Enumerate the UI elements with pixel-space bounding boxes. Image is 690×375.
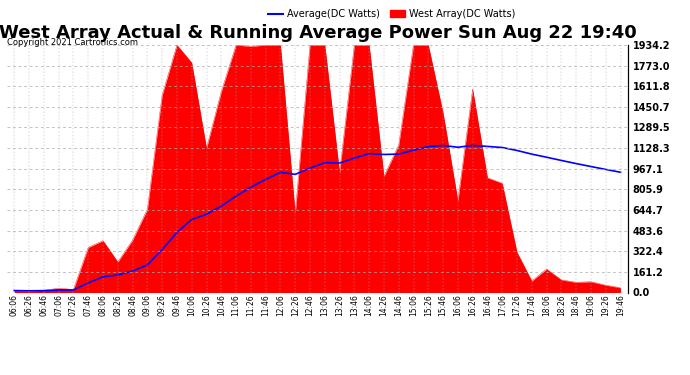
Legend: Average(DC Watts), West Array(DC Watts): Average(DC Watts), West Array(DC Watts) xyxy=(264,5,520,23)
Title: West Array Actual & Running Average Power Sun Aug 22 19:40: West Array Actual & Running Average Powe… xyxy=(0,24,636,42)
Text: Copyright 2021 Cartronics.com: Copyright 2021 Cartronics.com xyxy=(7,38,138,47)
